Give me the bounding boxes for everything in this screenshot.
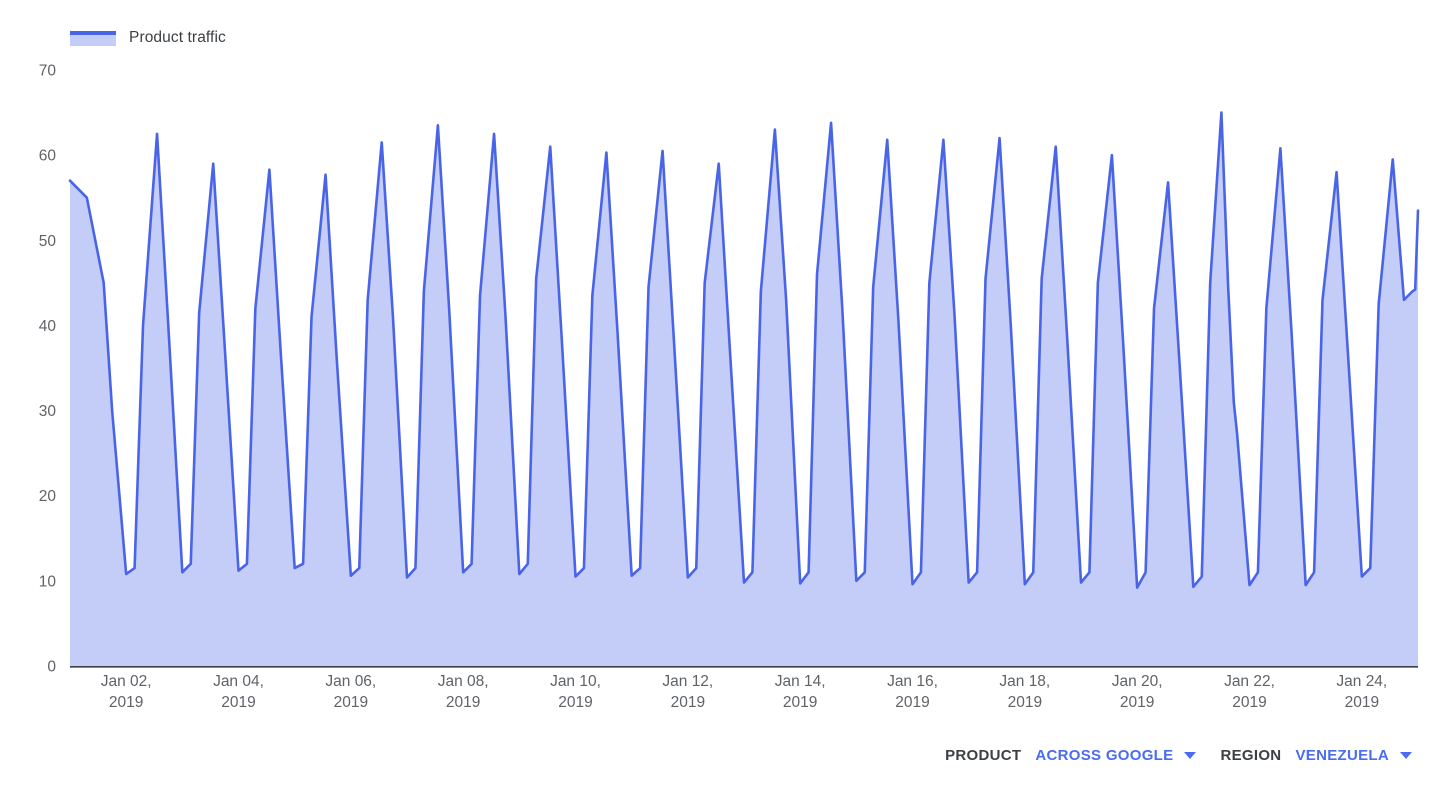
- x-axis-tick-label: Jan 04, 2019: [213, 673, 264, 711]
- x-axis-tick-label: Jan 24, 2019: [1336, 673, 1387, 711]
- product-filter-group: PRODUCT ACROSS GOOGLE: [945, 747, 1220, 764]
- y-axis-tick-label: 20: [39, 488, 57, 505]
- legend-swatch-line: [70, 30, 116, 35]
- x-axis-tick-label: Jan 18, 2019: [999, 673, 1050, 711]
- y-axis-tick-label: 0: [47, 659, 56, 676]
- legend-label-product-traffic: Product traffic: [129, 29, 226, 46]
- region-filter-value[interactable]: VENEZUELA: [1295, 746, 1389, 764]
- chart-area: 0 10 20 30 40 50 60 70 Jan 02, 2019 Jan 04, 2019 Ja…: [39, 63, 1420, 711]
- x-axis-tick-label: Jan 14, 2019: [775, 673, 826, 711]
- x-axis-tick-label: Jan 06, 2019: [325, 673, 376, 711]
- legend-swatch-fill: [70, 34, 116, 46]
- y-axis-ticks: 0 10 20 30 40 50 60 70: [39, 63, 57, 676]
- x-axis-ticks: Jan 02, 2019 Jan 04, 2019 Jan 06, 2019 Jan 08,…: [101, 673, 1388, 711]
- x-axis-tick-label: Jan 02, 2019: [101, 673, 152, 711]
- product-filter-value[interactable]: ACROSS GOOGLE: [1035, 746, 1174, 764]
- x-axis-tick-label: Jan 12, 2019: [662, 673, 713, 711]
- chevron-down-icon-product[interactable]: [1184, 751, 1197, 759]
- series-line-product-traffic: [68, 111, 1420, 589]
- chart-filter-controls: PRODUCT ACROSS GOOGLE REGION VENEZUELA: [945, 742, 1412, 768]
- x-axis-tick-label: Jan 22, 2019: [1224, 673, 1275, 711]
- y-axis-tick-label: 60: [39, 148, 57, 165]
- legend-swatch-product-traffic: [70, 30, 116, 46]
- y-axis-tick-label: 70: [39, 63, 57, 80]
- series-area-fill-product-traffic: [70, 112, 1418, 666]
- x-axis-tick-label: Jan 20, 2019: [1112, 673, 1163, 711]
- x-axis-tick-label: Jan 10, 2019: [550, 673, 601, 711]
- y-axis-tick-label: 30: [39, 403, 57, 420]
- chevron-down-icon-region[interactable]: [1400, 751, 1412, 759]
- y-axis-tick-label: 10: [39, 573, 57, 590]
- x-axis-tick-label: Jan 16, 2019: [887, 673, 938, 711]
- product-filter-label: PRODUCT: [945, 746, 1022, 764]
- y-axis-tick-label: 40: [39, 318, 57, 335]
- chart-legend: Product traffic: [70, 27, 226, 49]
- x-axis-tick-label: Jan 08, 2019: [438, 673, 489, 711]
- region-filter-group: REGION VENEZUELA: [1220, 747, 1412, 764]
- y-axis-tick-label: 50: [39, 233, 57, 250]
- region-filter-label: REGION: [1220, 746, 1282, 764]
